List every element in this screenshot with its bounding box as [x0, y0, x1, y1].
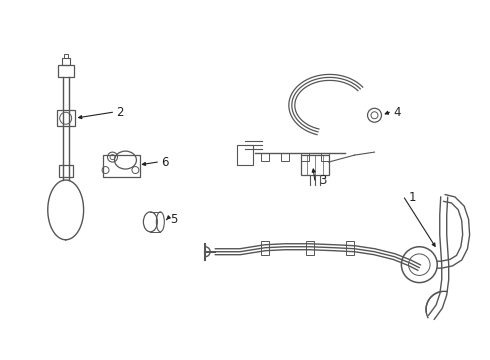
Bar [261, 241, 269, 255]
Bar [261, 153, 269, 161]
Bar [102, 155, 141, 177]
Text: 2: 2 [117, 106, 124, 119]
Bar [237, 145, 253, 165]
Bar [306, 241, 314, 255]
Text: 6: 6 [161, 156, 169, 168]
Bar [321, 153, 329, 161]
Text: 5: 5 [171, 213, 178, 226]
Text: 1: 1 [408, 192, 416, 204]
Bar [64, 54, 68, 58]
Bar [281, 153, 289, 161]
Bar [59, 165, 73, 177]
Text: 4: 4 [393, 106, 401, 119]
Bar [301, 153, 309, 161]
Bar [58, 66, 74, 77]
Bar [57, 110, 74, 126]
Bar [301, 155, 329, 175]
Bar [62, 58, 70, 66]
Bar [345, 241, 354, 255]
Text: 3: 3 [318, 174, 326, 186]
